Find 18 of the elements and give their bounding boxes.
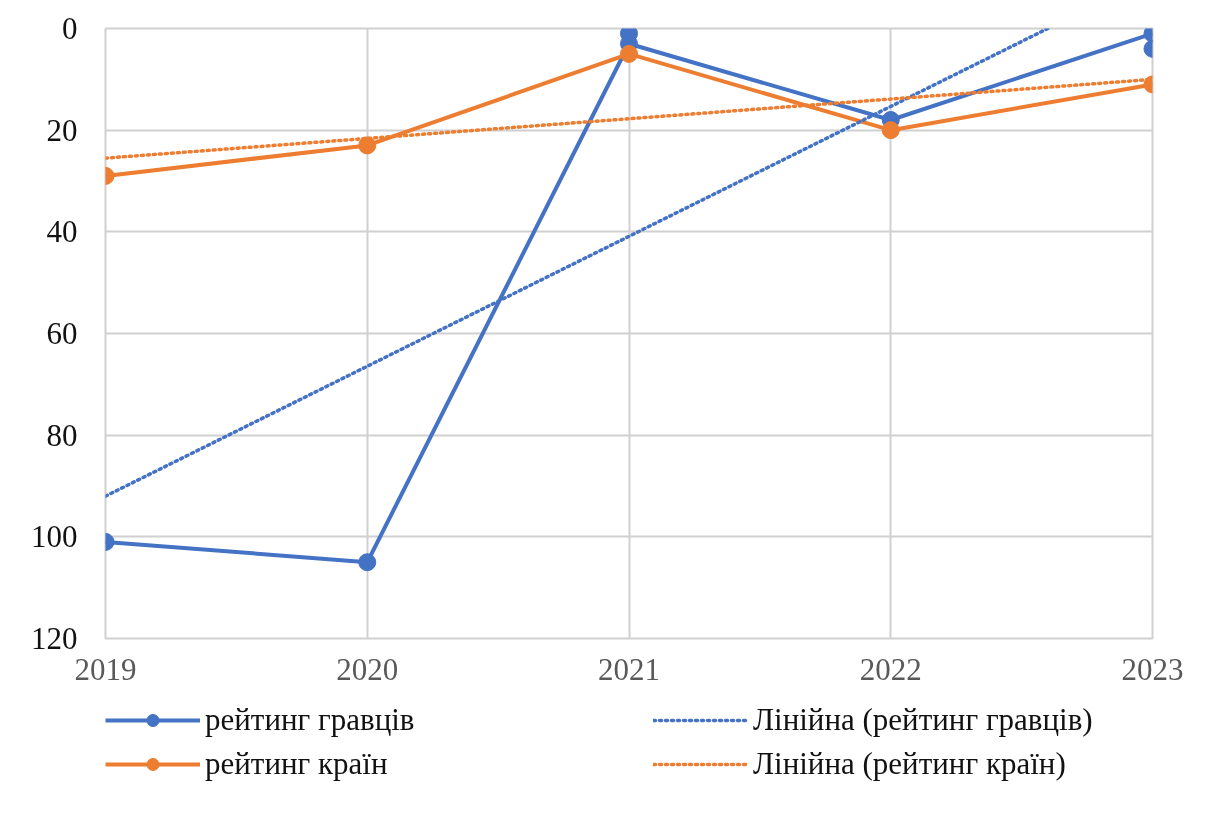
legend-label: рейтинг країн (205, 746, 389, 782)
legend-label: Лінійна (рейтинг гравців) (753, 702, 1094, 738)
legend-label: рейтинг гравців (205, 702, 416, 738)
legend-label: Лінійна (рейтинг країн) (753, 746, 1067, 782)
y-tick-label: 100 (31, 519, 78, 555)
point (358, 553, 377, 572)
point (358, 136, 377, 155)
y-tick-label: 40 (46, 214, 78, 250)
y-tick-label: 60 (46, 316, 78, 351)
x-tick-label: 2020 (336, 651, 399, 687)
x-tick-label: 2021 (598, 651, 660, 687)
point (620, 44, 638, 63)
y-tick-label: 20 (46, 112, 78, 148)
y-tick-label: 0 (62, 11, 78, 46)
point (881, 121, 900, 140)
x-tick-label: 2023 (1121, 651, 1184, 687)
x-tick-label: 2022 (859, 651, 922, 687)
y-tick-label: 80 (46, 417, 78, 453)
